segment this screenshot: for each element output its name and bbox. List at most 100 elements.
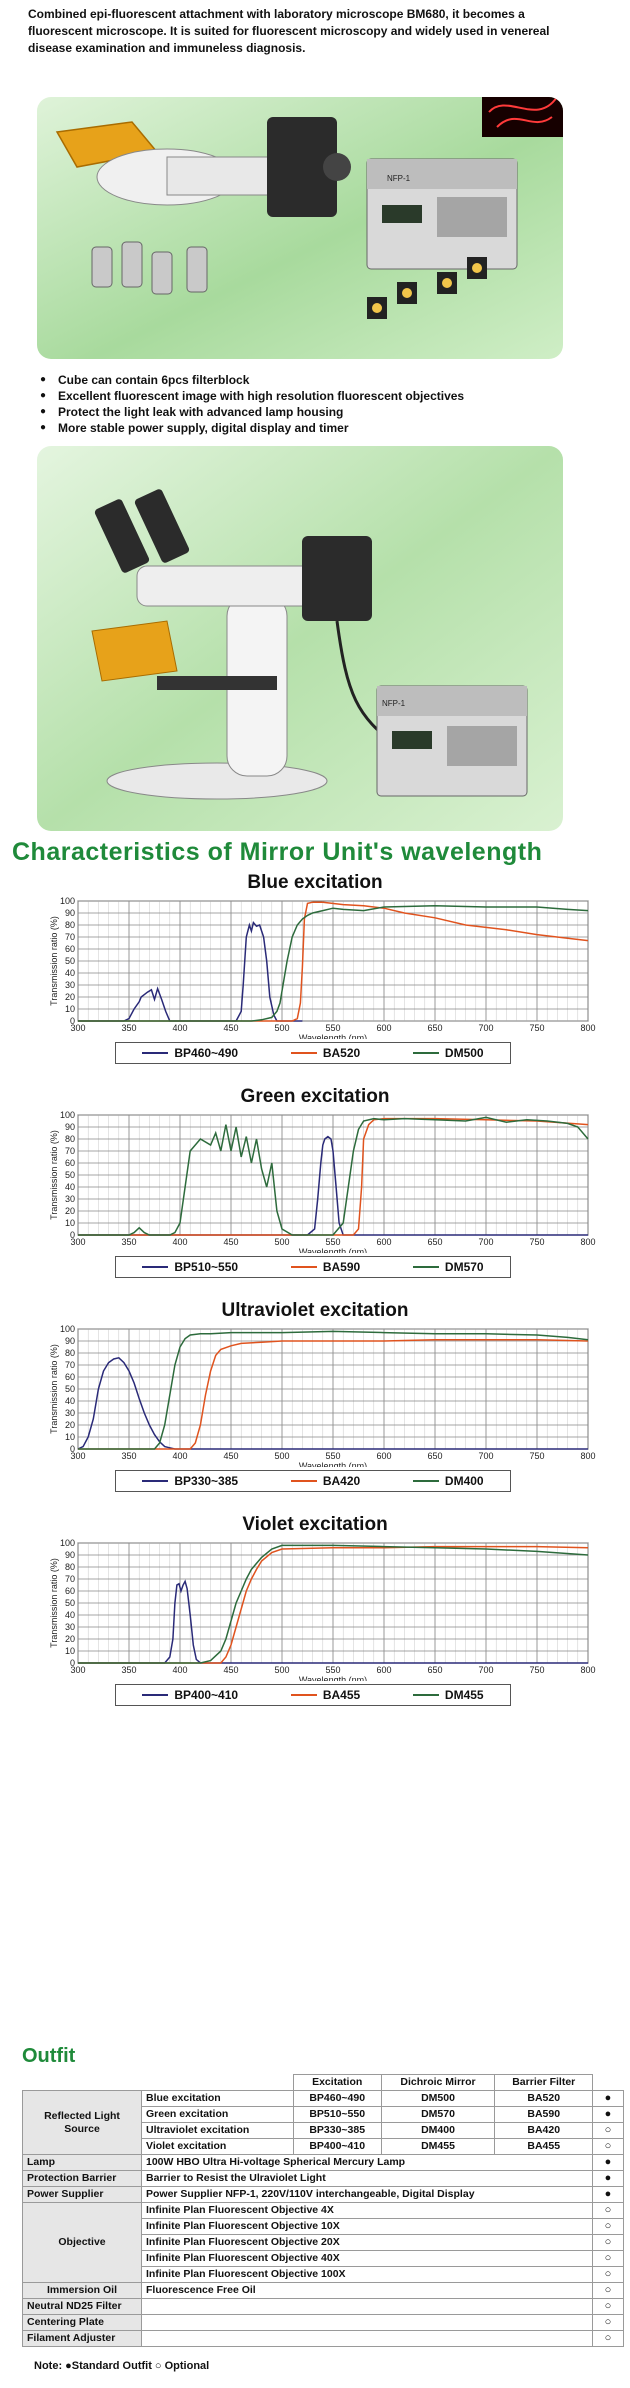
x-tick-label: 650	[427, 1237, 442, 1247]
cell-excitation: BP330~385	[292, 2122, 382, 2139]
outfit-mark: ○	[592, 2314, 624, 2331]
y-tick-label: 20	[65, 1420, 75, 1430]
legend-label: DM500	[444, 1046, 484, 1060]
outfit-mark: ○	[592, 2138, 624, 2155]
feature-item: Excellent fluorescent image with high re…	[40, 388, 600, 404]
outfit-mark: ○	[592, 2266, 624, 2283]
x-tick-label: 750	[529, 1023, 544, 1033]
y-tick-label: 80	[65, 1348, 75, 1358]
x-tick-label: 800	[580, 1451, 595, 1461]
series-line	[78, 1545, 589, 1664]
row-label: Ultraviolet excitation	[141, 2122, 294, 2139]
y-tick-label: 0	[70, 1444, 75, 1454]
x-tick-label: 550	[325, 1023, 340, 1033]
x-tick-label: 400	[172, 1451, 187, 1461]
y-tick-label: 40	[65, 968, 75, 978]
reflected-light-label: Reflected Light Source	[22, 2090, 142, 2155]
outfit-mark: ●	[592, 2106, 624, 2123]
x-tick-label: 800	[580, 1237, 595, 1247]
cell-barrier: BA420	[494, 2122, 593, 2139]
y-tick-label: 100	[60, 897, 75, 906]
y-tick-label: 100	[60, 1325, 75, 1334]
legend-item: DM400	[412, 1474, 484, 1488]
power-supply-label: NFP-1	[382, 699, 406, 708]
legend-item: BA420	[290, 1474, 361, 1488]
x-tick-label: 750	[529, 1665, 544, 1675]
y-tick-label: 30	[65, 1194, 75, 1204]
x-tick-label: 400	[172, 1023, 187, 1033]
chart-title-green: Green excitation	[240, 1086, 390, 1107]
x-tick-label: 550	[325, 1665, 340, 1675]
x-tick-label: 500	[274, 1023, 289, 1033]
row-value: Barrier to Resist the Ulraviolet Light	[141, 2170, 593, 2187]
table-row: Power Supplier Power Supplier NFP-1, 220…	[22, 2186, 624, 2203]
row-label: Lamp	[22, 2154, 142, 2171]
table-row: Centering Plate ○	[22, 2314, 624, 2331]
y-tick-label: 30	[65, 1408, 75, 1418]
x-tick-label: 500	[274, 1451, 289, 1461]
cell-mirror: DM570	[380, 2106, 496, 2123]
y-tick-label: 80	[65, 920, 75, 930]
row-value: Power Supplier NFP-1, 220V/110V intercha…	[141, 2186, 593, 2203]
x-tick-label: 550	[325, 1451, 340, 1461]
series-line	[78, 920, 303, 1022]
row-label: Green excitation	[141, 2106, 294, 2123]
x-tick-label: 800	[580, 1023, 595, 1033]
y-tick-label: 30	[65, 1622, 75, 1632]
outfit-mark: ●	[592, 2186, 624, 2203]
outfit-mark: ○	[592, 2218, 624, 2235]
y-tick-label: 40	[65, 1610, 75, 1620]
y-tick-label: 10	[65, 1432, 75, 1442]
legend-label: BP460~490	[174, 1046, 239, 1060]
x-tick-label: 700	[478, 1237, 493, 1247]
objective-lens	[151, 251, 173, 295]
y-tick-label: 70	[65, 1360, 75, 1370]
x-tick-label: 300	[70, 1451, 85, 1461]
cell-excitation: BP510~550	[292, 2106, 382, 2123]
legend-item: BP510~550	[142, 1260, 238, 1274]
legend-label: DM455	[444, 1688, 484, 1702]
legend-item: BA520	[290, 1046, 361, 1060]
table-row: Reflected Light Source Blue excitation B…	[22, 2090, 624, 2155]
y-tick-label: 50	[65, 1598, 75, 1608]
outfit-title: Outfit	[22, 2045, 76, 2067]
row-value: Infinite Plan Fluorescent Objective 20X	[141, 2234, 593, 2251]
outfit-mark: ○	[592, 2298, 624, 2315]
y-tick-label: 0	[70, 1658, 75, 1668]
y-tick-label: 0	[70, 1016, 75, 1026]
x-tick-label: 750	[529, 1451, 544, 1461]
row-label: Blue excitation	[141, 2090, 294, 2107]
legend-label: BA590	[322, 1260, 361, 1274]
y-tick-label: 80	[65, 1134, 75, 1144]
orange-shield	[91, 620, 178, 682]
legend-label: BA520	[322, 1046, 361, 1060]
objective-label: Objective	[22, 2202, 142, 2283]
chart-legend: BP330~385 BA420 DM400	[115, 1470, 511, 1492]
cell-excitation: BP400~410	[292, 2138, 382, 2155]
y-tick-label: 40	[65, 1182, 75, 1192]
x-tick-label: 450	[223, 1237, 238, 1247]
outfit-mark: ●	[592, 2154, 624, 2171]
row-value: Infinite Plan Fluorescent Objective 4X	[141, 2202, 593, 2219]
y-tick-label: 20	[65, 1206, 75, 1216]
objective-lens	[121, 241, 143, 288]
y-tick-label: 60	[65, 1372, 75, 1382]
x-tick-label: 450	[223, 1665, 238, 1675]
legend-label: BA420	[322, 1474, 361, 1488]
x-tick-label: 350	[121, 1023, 136, 1033]
chart-legend: BP400~410 BA455 DM455	[115, 1684, 511, 1706]
objective-lens	[91, 246, 113, 288]
y-tick-label: 70	[65, 1146, 75, 1156]
chart-title-violet: Violet excitation	[242, 1514, 388, 1535]
legend-item: DM570	[412, 1260, 484, 1274]
legend-label: BP330~385	[174, 1474, 239, 1488]
feature-list: Cube can contain 6pcs filterblock Excell…	[40, 372, 600, 436]
x-tick-label: 700	[478, 1451, 493, 1461]
objective-lens	[186, 246, 208, 293]
y-axis-label: Transmission ratio (%)	[50, 916, 59, 1006]
x-tick-label: 400	[172, 1237, 187, 1247]
y-tick-label: 90	[65, 908, 75, 918]
product-photo-microscope: NFP-1	[37, 446, 563, 831]
y-tick-label: 30	[65, 980, 75, 990]
fluorescence-inset	[482, 97, 563, 137]
